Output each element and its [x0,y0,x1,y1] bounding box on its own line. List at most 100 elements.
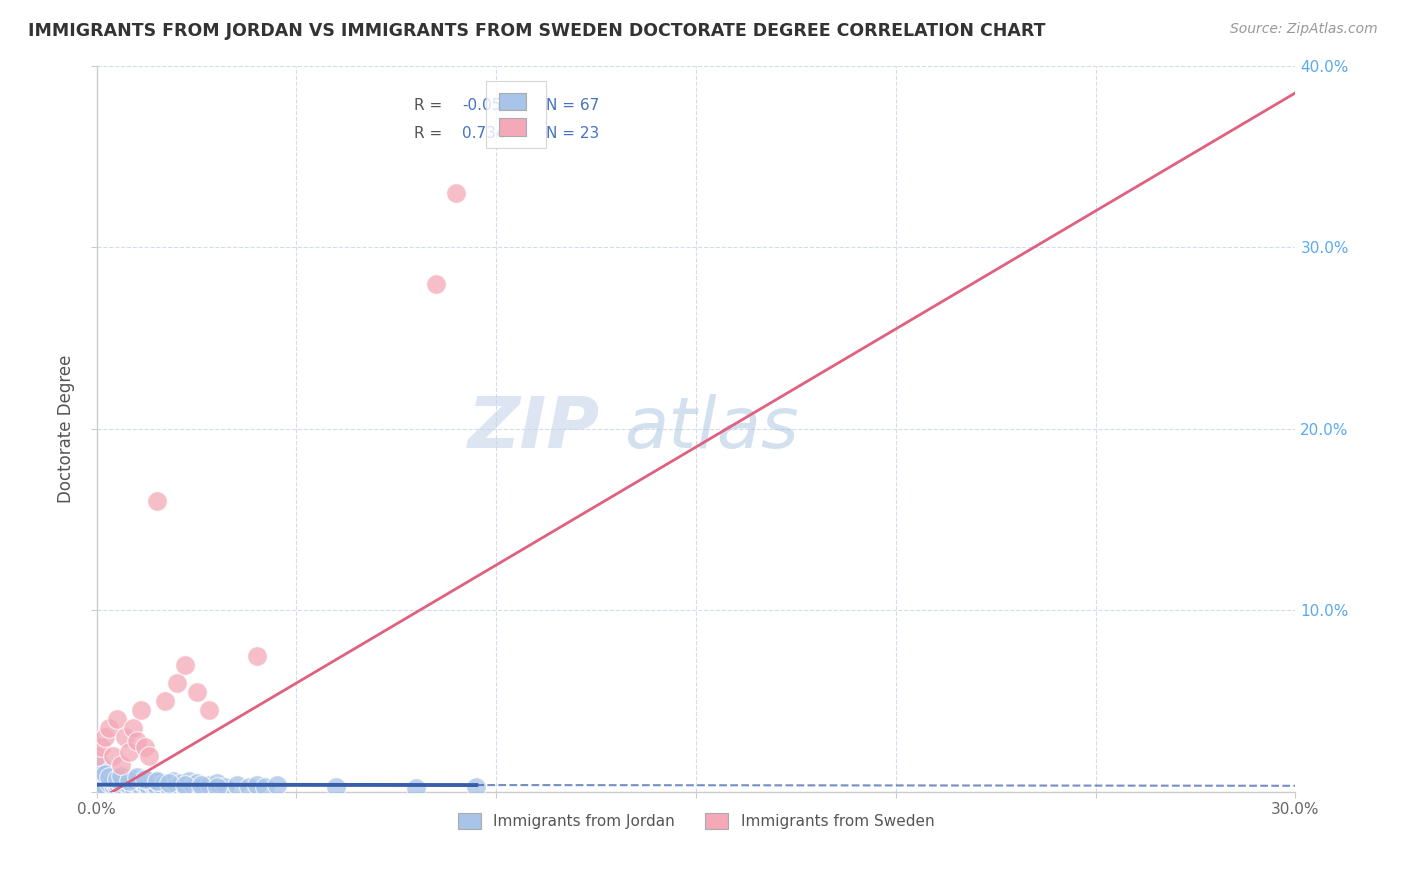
Point [110,757,132,772]
Point [121,722,143,736]
Point [110,774,132,789]
Text: 0.734: 0.734 [463,127,506,141]
Point [197,703,219,717]
Point [186,685,208,699]
Point [129,780,152,794]
Point [190,778,212,792]
Point [125,734,148,748]
Point [173,778,195,792]
Point [145,780,167,794]
Point [253,780,276,794]
Point [266,778,288,792]
Point [169,776,191,790]
Point [93,766,115,780]
Point [110,778,132,792]
Point [118,774,141,789]
Point [238,780,260,794]
Point [93,731,115,745]
Point [105,772,128,787]
Point [138,774,160,789]
Point [86,748,108,763]
Point [186,776,208,790]
Point [90,778,112,792]
Point [225,778,247,792]
Point [118,745,141,759]
Point [166,778,188,792]
Point [205,776,228,790]
Point [138,748,160,763]
Point [134,772,156,787]
Point [93,766,115,780]
Point [125,771,148,785]
Text: R =: R = [415,98,447,113]
Point [145,494,167,508]
Point [157,776,180,790]
Point [138,780,160,794]
Text: IMMIGRANTS FROM JORDAN VS IMMIGRANTS FROM SWEDEN DOCTORATE DEGREE CORRELATION CH: IMMIGRANTS FROM JORDAN VS IMMIGRANTS FRO… [28,22,1046,40]
Text: atlas: atlas [624,394,799,463]
Point [190,780,212,794]
Point [114,776,136,790]
Point [134,776,156,790]
Point [177,774,200,789]
Point [134,778,156,792]
Point [153,776,176,790]
Point [245,648,267,663]
Point [93,780,115,794]
Point [173,657,195,672]
Point [105,712,128,726]
Point [446,186,468,200]
Point [166,676,188,690]
Point [245,778,267,792]
Point [173,780,195,794]
Point [145,774,167,789]
Y-axis label: Doctorate Degree: Doctorate Degree [58,355,75,503]
Point [205,780,228,794]
Point [134,739,156,754]
Point [162,774,184,789]
Point [125,776,148,790]
Point [149,778,172,792]
Point [197,778,219,792]
Text: R =: R = [415,127,447,141]
Point [125,778,148,792]
Point [405,781,427,796]
Text: N = 67: N = 67 [547,98,599,113]
Point [105,780,128,794]
Point [142,778,165,792]
Text: ZIP: ZIP [468,394,600,463]
Text: N = 23: N = 23 [547,127,599,141]
Point [153,694,176,708]
Legend: Immigrants from Jordan, Immigrants from Sweden: Immigrants from Jordan, Immigrants from … [451,807,941,835]
Point [97,722,120,736]
Point [181,778,204,792]
Point [465,780,488,794]
Point [157,780,180,794]
Point [97,771,120,785]
Text: Source: ZipAtlas.com: Source: ZipAtlas.com [1230,22,1378,37]
Point [114,731,136,745]
Point [325,780,347,794]
Point [145,774,167,789]
Point [118,774,141,789]
Text: -0.057: -0.057 [463,98,512,113]
Point [90,771,112,785]
Point [101,774,124,789]
Point [90,739,112,754]
Point [114,780,136,794]
Point [129,703,152,717]
Point [97,776,120,790]
Point [121,772,143,787]
Point [101,748,124,763]
Point [101,778,124,792]
Point [129,774,152,789]
Point [90,757,112,772]
Point [118,778,141,792]
Point [214,780,236,794]
Point [86,780,108,794]
Point [142,776,165,790]
Point [105,776,128,790]
Point [121,780,143,794]
Point [110,769,132,783]
Point [86,763,108,777]
